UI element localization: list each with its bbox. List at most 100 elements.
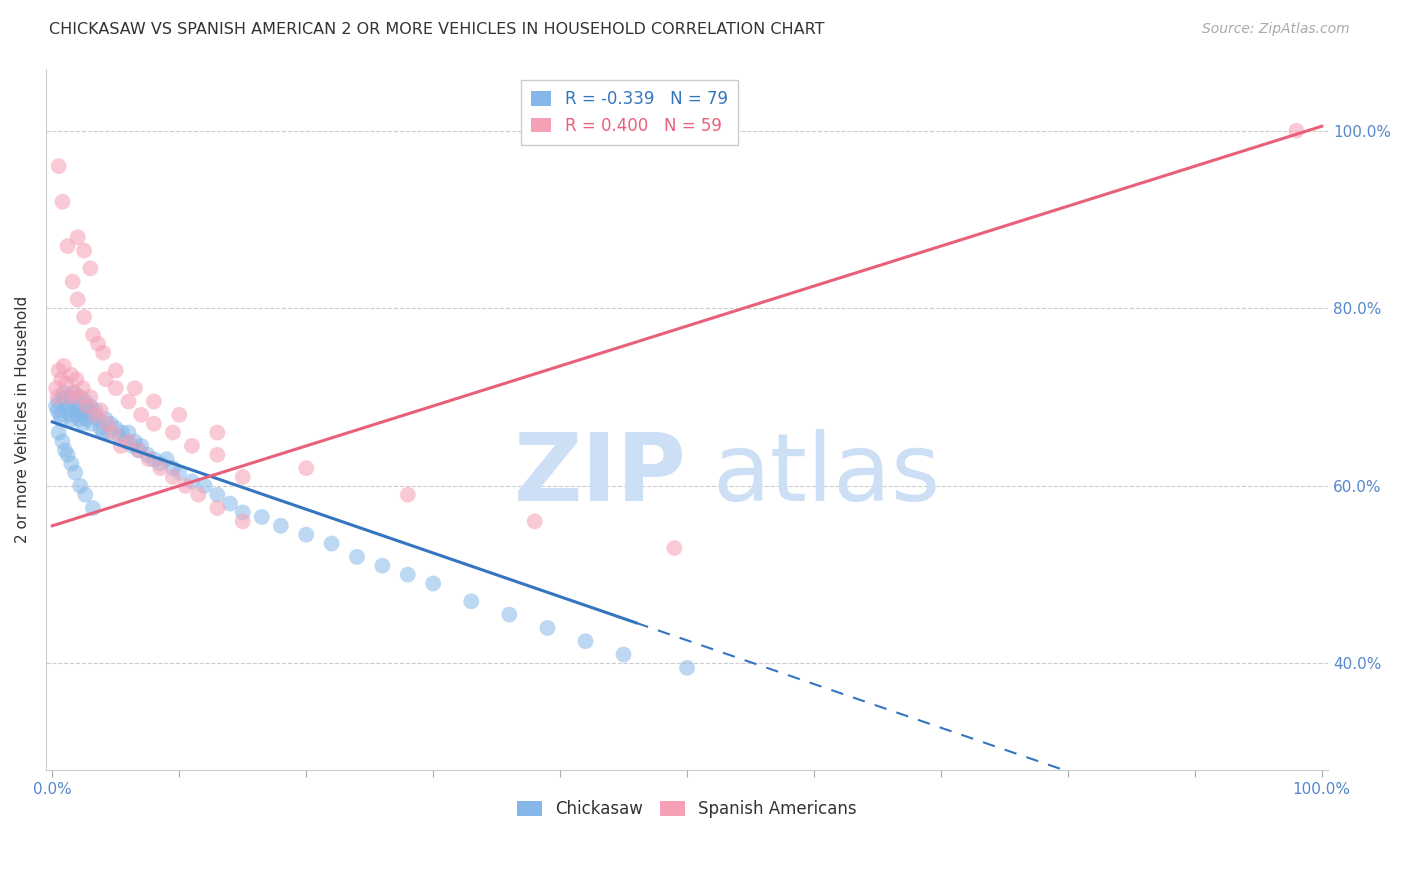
Point [523, 514, 546, 528]
Point [55, 376, 77, 391]
Point [79, 399, 101, 413]
Point [45, 381, 67, 395]
Point [124, 381, 146, 395]
Y-axis label: 2 or more Vehicles in Household: 2 or more Vehicles in Household [15, 295, 30, 543]
Point [46, 403, 69, 417]
Point [142, 452, 165, 467]
Point [536, 621, 558, 635]
Point [63, 385, 86, 400]
Point [149, 457, 172, 471]
Point [115, 434, 138, 449]
Point [62, 394, 84, 409]
Point [87, 336, 110, 351]
Point [75, 394, 97, 409]
Point [60, 457, 83, 471]
Point [63, 403, 86, 417]
Point [129, 408, 152, 422]
Point [56, 448, 79, 462]
Point [396, 567, 419, 582]
Point [371, 558, 394, 573]
Point [94, 412, 117, 426]
Point [63, 385, 86, 400]
Point [321, 536, 343, 550]
Point [136, 448, 159, 462]
Text: ZIP: ZIP [515, 429, 688, 522]
Point [169, 466, 191, 480]
Point [117, 394, 139, 409]
Point [73, 408, 96, 422]
Point [128, 443, 150, 458]
Point [56, 239, 79, 253]
Text: atlas: atlas [713, 429, 941, 522]
Point [82, 408, 104, 422]
Point [69, 479, 91, 493]
Point [103, 425, 125, 440]
Point [90, 403, 112, 417]
Point [142, 394, 165, 409]
Point [84, 403, 107, 417]
Point [194, 479, 217, 493]
Point [207, 501, 229, 516]
Point [66, 230, 89, 244]
Point [142, 417, 165, 431]
Point [67, 390, 90, 404]
Point [60, 368, 83, 382]
Point [48, 159, 70, 173]
Point [76, 399, 98, 413]
Point [52, 359, 75, 373]
Point [66, 293, 89, 307]
Point [94, 372, 117, 386]
Point [79, 261, 101, 276]
Point [62, 275, 84, 289]
Point [45, 399, 67, 413]
Point [87, 412, 110, 426]
Point [121, 439, 143, 453]
Point [51, 194, 73, 209]
Point [48, 394, 70, 409]
Point [73, 244, 96, 258]
Point [65, 408, 87, 422]
Point [72, 417, 94, 431]
Point [52, 385, 75, 400]
Point [76, 412, 98, 426]
Point [51, 372, 73, 386]
Point [117, 434, 139, 449]
Point [207, 448, 229, 462]
Point [49, 408, 72, 422]
Point [82, 327, 104, 342]
Point [104, 421, 127, 435]
Point [58, 390, 80, 404]
Point [84, 408, 107, 422]
Point [117, 425, 139, 440]
Point [676, 661, 699, 675]
Point [664, 541, 686, 555]
Legend: Chickasaw, Spanish Americans: Chickasaw, Spanish Americans [510, 794, 863, 825]
Point [138, 452, 160, 467]
Point [104, 381, 127, 395]
Point [51, 412, 73, 426]
Point [270, 518, 292, 533]
Point [174, 479, 197, 493]
Point [162, 470, 184, 484]
Point [69, 390, 91, 404]
Point [1285, 123, 1308, 137]
Point [82, 501, 104, 516]
Point [53, 394, 76, 409]
Text: Source: ZipAtlas.com: Source: ZipAtlas.com [1202, 22, 1350, 37]
Point [76, 403, 98, 417]
Point [613, 648, 636, 662]
Point [55, 403, 77, 417]
Point [124, 434, 146, 449]
Point [232, 470, 254, 484]
Point [48, 425, 70, 440]
Point [65, 372, 87, 386]
Point [460, 594, 482, 608]
Point [232, 514, 254, 528]
Point [219, 497, 242, 511]
Point [91, 425, 114, 440]
Point [207, 488, 229, 502]
Point [96, 417, 118, 431]
Point [70, 403, 93, 417]
Point [48, 363, 70, 377]
Point [51, 390, 73, 404]
